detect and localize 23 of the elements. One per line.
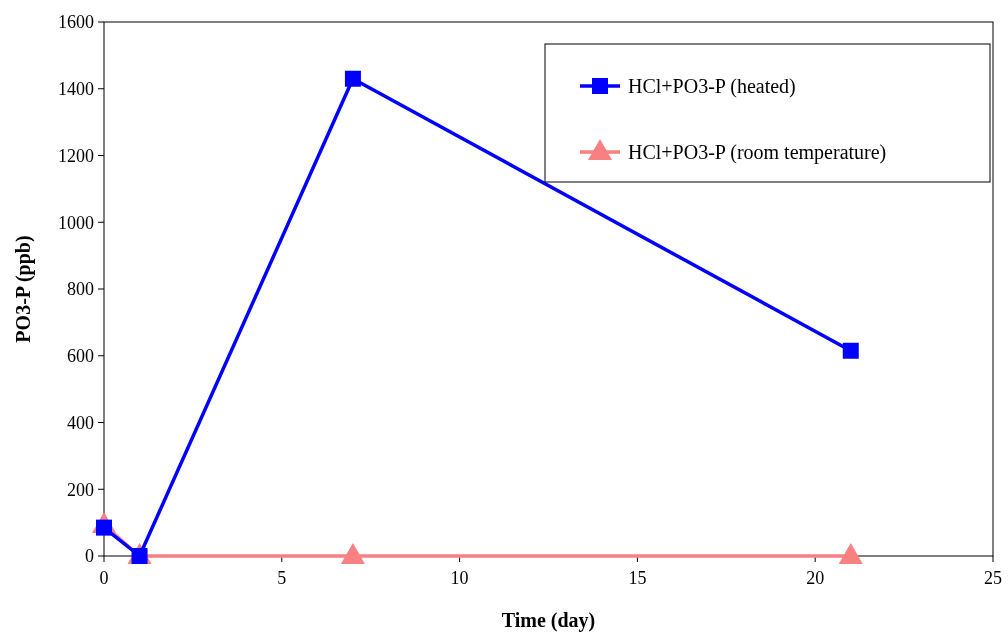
y-tick-label: 1000 xyxy=(58,212,94,233)
x-tick-label: 15 xyxy=(628,568,647,588)
y-tick-label: 800 xyxy=(67,279,94,300)
x-axis-title: Time (day) xyxy=(501,609,596,632)
x-tick-label: 25 xyxy=(984,568,1002,588)
y-tick-label: 400 xyxy=(67,412,94,433)
y-tick-label: 200 xyxy=(67,479,94,500)
x-tick-label: 10 xyxy=(450,568,469,588)
point xyxy=(340,543,365,564)
y-tick-label: 0 xyxy=(85,546,94,567)
x-tick-label: 5 xyxy=(277,568,287,588)
point xyxy=(842,342,859,359)
legend-label: HCl+PO3-P (heated) xyxy=(628,75,796,98)
x-tick-label: 20 xyxy=(806,568,825,588)
y-tick-label: 1600 xyxy=(58,12,94,33)
y-tick-label: 1400 xyxy=(58,79,94,100)
x-tick-label: 0 xyxy=(99,568,109,588)
legend-label: HCl+PO3-P (room temperature) xyxy=(628,141,887,164)
point xyxy=(344,70,361,87)
y-tick-label: 600 xyxy=(67,346,94,367)
point xyxy=(838,543,863,564)
y-tick-label: 1200 xyxy=(58,145,94,166)
y-axis-title: PO3-P (ppb) xyxy=(12,235,35,343)
